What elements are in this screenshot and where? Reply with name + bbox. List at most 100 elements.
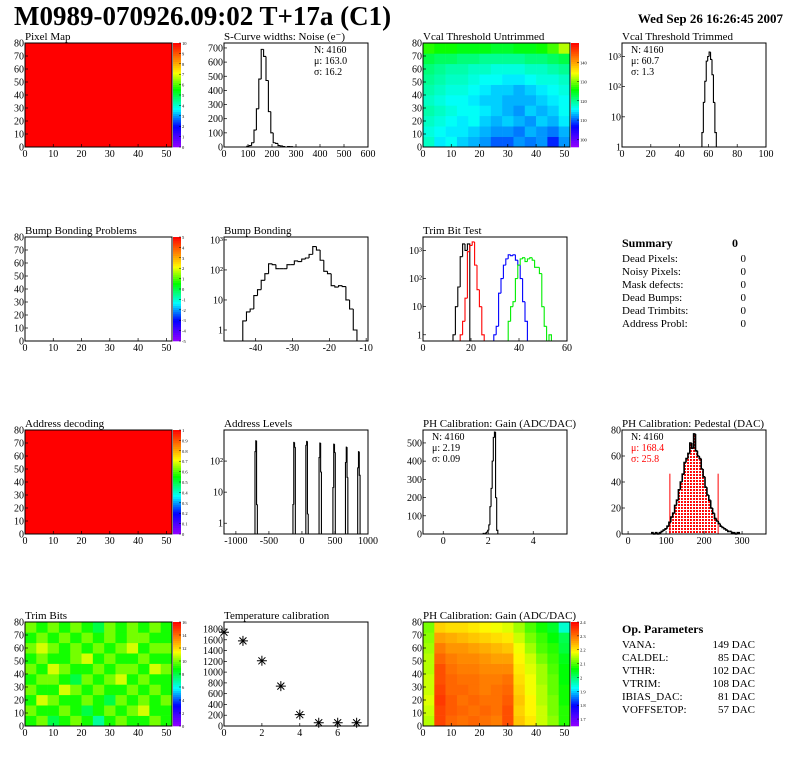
palette-swatch bbox=[173, 436, 181, 439]
palette-tick-label: 1 bbox=[182, 135, 184, 140]
histogram-bin bbox=[319, 250, 324, 261]
op-parameter-row-value: 102 DAC bbox=[712, 665, 755, 677]
palette-swatch bbox=[571, 682, 579, 685]
heatmap-cell bbox=[36, 642, 48, 654]
y-tick-label: 80 bbox=[14, 426, 24, 437]
heatmap-cell bbox=[558, 105, 571, 117]
palette-swatch bbox=[173, 459, 181, 462]
op-parameter-row: IBIAS_DAC: 81 DAC bbox=[622, 691, 755, 704]
palette-swatch bbox=[571, 88, 579, 92]
data-point-star bbox=[332, 717, 343, 728]
y-tick-label: 10 bbox=[611, 112, 621, 123]
heatmap-cell bbox=[81, 622, 94, 633]
palette-swatch bbox=[571, 142, 579, 146]
palette-swatch bbox=[173, 642, 181, 646]
palette-swatch bbox=[173, 289, 181, 292]
x-tick-label: 50 bbox=[559, 149, 569, 160]
palette-swatch bbox=[173, 322, 181, 325]
histogram-bin bbox=[275, 264, 280, 270]
x-tick-label: 2 bbox=[259, 728, 264, 739]
heatmap-cell bbox=[434, 126, 446, 137]
y-tick-label: 10² bbox=[210, 265, 223, 276]
histogram-bin bbox=[531, 257, 535, 261]
histogram-bin bbox=[282, 145, 286, 148]
palette-swatch bbox=[173, 101, 181, 104]
heatmap-cell bbox=[547, 663, 559, 675]
y-tick-label: 80 bbox=[14, 618, 24, 629]
heatmap-cell bbox=[468, 74, 480, 85]
plot-frame bbox=[621, 42, 767, 148]
heatmap-cell bbox=[115, 653, 128, 664]
palette-swatch bbox=[571, 688, 579, 691]
histogram-bin bbox=[320, 443, 322, 473]
heatmap-cell bbox=[81, 632, 94, 644]
palette-swatch bbox=[173, 130, 181, 133]
heatmap-cell bbox=[547, 53, 559, 65]
y-tick-label: 500 bbox=[407, 438, 422, 449]
y-tick-label: 10 bbox=[412, 302, 422, 313]
heatmap-cell bbox=[160, 622, 173, 633]
plot-frame bbox=[24, 236, 173, 342]
heatmap-cell bbox=[25, 43, 172, 147]
palette-swatch bbox=[571, 717, 579, 721]
heatmap-cell bbox=[468, 84, 480, 96]
heatmap-cell bbox=[36, 715, 48, 727]
histogram-bin bbox=[462, 320, 465, 335]
heatmap-cell bbox=[58, 684, 71, 696]
histogram-bin bbox=[320, 471, 334, 534]
palette-tick-label: 8 bbox=[182, 672, 185, 677]
summary-row: Dead Bumps: 0 bbox=[622, 292, 746, 305]
heatmap-cell bbox=[558, 642, 571, 654]
palette-tick-label: 14 bbox=[182, 633, 187, 638]
heatmap-cell bbox=[456, 84, 469, 96]
canvas-title: M0989-070926.09:02 T+17a (C1) bbox=[14, 1, 391, 31]
y-tick-label: 50 bbox=[14, 272, 24, 283]
heatmap-cell bbox=[92, 674, 105, 685]
heatmap-cell bbox=[468, 705, 480, 716]
palette-swatch bbox=[571, 665, 579, 669]
heatmap-cell bbox=[115, 674, 128, 685]
heatmap-cell bbox=[445, 43, 458, 54]
palette-swatch bbox=[173, 278, 181, 281]
histogram-bin bbox=[345, 286, 350, 301]
heatmap-cell bbox=[434, 632, 446, 644]
palette-tick-label: 1.7 bbox=[580, 717, 586, 722]
palette-swatch bbox=[173, 88, 181, 92]
op-parameter-row: VTHR: 102 DAC bbox=[622, 665, 755, 678]
heatmap-cell bbox=[70, 622, 82, 633]
heatmap-cell bbox=[58, 663, 71, 675]
heatmap-cell bbox=[92, 653, 105, 664]
chart-title: Pixel Map bbox=[25, 31, 71, 43]
heatmap-cell bbox=[547, 126, 559, 137]
summary-row-value: 0 bbox=[740, 292, 747, 304]
histogram-bin bbox=[255, 440, 257, 452]
histogram-bin bbox=[713, 513, 717, 520]
histogram-bin bbox=[466, 251, 470, 299]
heatmap-cell bbox=[25, 663, 37, 675]
palette-swatch bbox=[173, 701, 181, 704]
heatmap-cell bbox=[536, 95, 548, 106]
x-tick-label: 0 bbox=[421, 149, 426, 160]
heatmap-cell bbox=[115, 663, 128, 675]
palette-swatch bbox=[173, 671, 181, 675]
heatmap-cell bbox=[138, 705, 150, 716]
histogram-bin bbox=[707, 55, 710, 62]
palette-swatch bbox=[571, 107, 579, 110]
palette-swatch bbox=[571, 70, 579, 73]
palette-swatch bbox=[173, 434, 181, 437]
palette-swatch bbox=[173, 486, 181, 489]
histogram-bin bbox=[347, 467, 359, 534]
heatmap-cell bbox=[138, 622, 150, 633]
x-tick-label: 20 bbox=[77, 343, 87, 354]
op-parameter-row: VOFFSETOP: 57 DAC bbox=[622, 704, 755, 717]
y-tick-label: 70 bbox=[412, 631, 422, 642]
palette-swatch bbox=[173, 90, 181, 94]
heatmap-cell bbox=[36, 694, 48, 706]
y-tick-label: 1400 bbox=[203, 646, 223, 657]
heatmap-cell bbox=[524, 95, 537, 106]
y-tick-label: 1000 bbox=[203, 668, 223, 679]
heatmap-cell bbox=[434, 74, 446, 85]
x-tick-label: -1000 bbox=[224, 536, 247, 547]
fit-fill-bin bbox=[670, 517, 673, 534]
palette-swatch bbox=[173, 527, 181, 531]
